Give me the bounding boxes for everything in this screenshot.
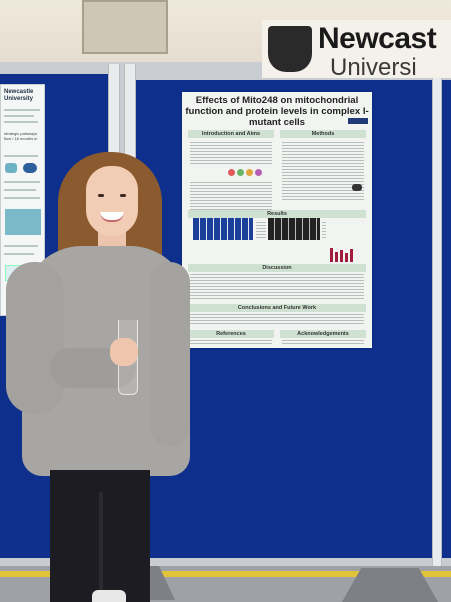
- person-leg-gap: [99, 492, 103, 602]
- person-arm-left: [6, 262, 64, 414]
- text-line: [4, 253, 34, 255]
- person-eye: [120, 194, 126, 197]
- discussion-text: [190, 274, 364, 300]
- intro-text: [190, 182, 272, 212]
- person-hand: [110, 338, 138, 366]
- left-poster-caption: strategic pathways flow / 18 months in: [4, 131, 38, 141]
- right-display-board: [440, 80, 451, 558]
- intro-text: [190, 142, 272, 164]
- references-text: [190, 340, 272, 346]
- chart-bar: [345, 253, 348, 262]
- figure-panel: [5, 209, 41, 235]
- poster-logo: [348, 118, 368, 124]
- mitochondria-dot: [255, 169, 262, 176]
- methods-text: [282, 142, 364, 202]
- results-text: [322, 222, 326, 238]
- section-intro-header: Introduction and Aims: [188, 130, 274, 138]
- university-crest-icon: [268, 26, 312, 72]
- cell-image-grid: [193, 218, 253, 240]
- mitochondria-dot: [246, 169, 253, 176]
- left-poster-logo-line2: University: [4, 96, 34, 102]
- text-line: [4, 115, 34, 117]
- university-sign-name: Newcast: [318, 22, 437, 55]
- text-line: [4, 181, 40, 183]
- section-conclusions-header: Conclusions and Future Work: [188, 304, 366, 312]
- person-arm-right: [150, 262, 190, 446]
- board-foot: [342, 568, 438, 602]
- university-sign-name-line2: Universi: [330, 54, 417, 81]
- person-face: [86, 166, 138, 236]
- chart-bar: [350, 249, 353, 262]
- left-poster-logo-line1: Newcastle: [4, 89, 34, 95]
- conclusions-text: [190, 314, 364, 326]
- wall-window: [82, 0, 168, 54]
- acknowledgements-text: [282, 340, 364, 346]
- mouse-icon: [352, 184, 362, 191]
- section-results-header: Results: [188, 210, 366, 218]
- floor-stripe: [0, 571, 451, 577]
- section-acknowledgements-header: Acknowledgements: [280, 330, 366, 338]
- figure-icon: [5, 163, 17, 173]
- results-text: [256, 222, 266, 238]
- section-methods-header: Methods: [280, 130, 366, 138]
- cell-image-grid: [268, 218, 320, 240]
- brain-icon: [23, 163, 37, 173]
- mitochondria-dot: [228, 169, 235, 176]
- text-line: [4, 121, 38, 123]
- chart-bar: [340, 250, 343, 262]
- text-line: [4, 197, 40, 199]
- text-line: [4, 109, 40, 111]
- person-eye: [98, 194, 104, 197]
- board-pole: [432, 64, 442, 584]
- text-line: [4, 189, 36, 191]
- mitochondria-diagram: [228, 166, 270, 180]
- left-poster-logo: Newcastle University: [4, 89, 44, 103]
- chart-bar: [330, 248, 333, 262]
- results-bar-chart: [328, 220, 366, 262]
- person-smile: [100, 212, 124, 222]
- text-line: [4, 245, 38, 247]
- mitochondria-dot: [237, 169, 244, 176]
- poster-title: Effects of Mito248 on mitochondrial func…: [185, 95, 369, 128]
- person-shoe: [92, 590, 126, 602]
- text-line: [4, 155, 38, 157]
- chart-bar: [335, 252, 338, 262]
- section-discussion-header: Discussion: [188, 264, 366, 272]
- section-references-header: References: [188, 330, 274, 338]
